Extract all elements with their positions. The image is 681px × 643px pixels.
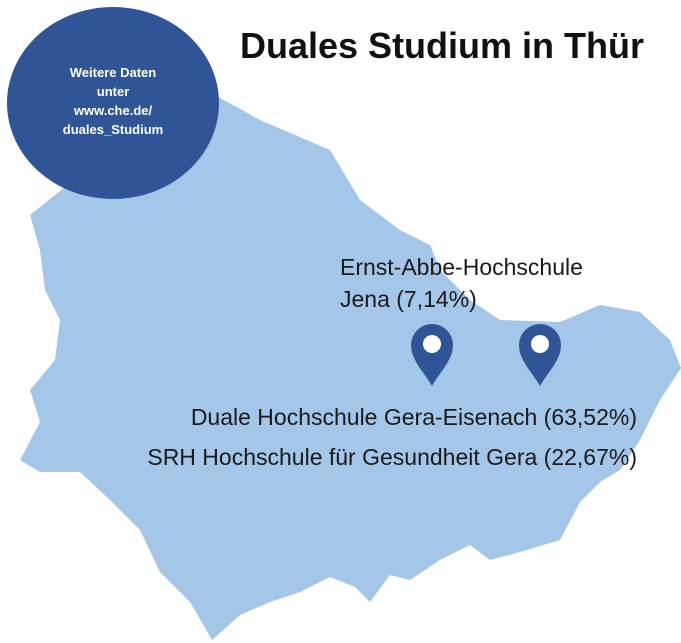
badge-line: duales_Studium xyxy=(63,122,163,137)
info-badge xyxy=(7,7,219,199)
title: Duales Studium in Thür xyxy=(240,25,644,66)
school-label: Duale Hochschule Gera-Eisenach (63,52%) xyxy=(191,404,637,430)
badge-line: unter xyxy=(97,84,130,99)
school-label: Jena (7,14%) xyxy=(340,286,477,312)
region-map xyxy=(20,95,681,640)
school-label: SRH Hochschule für Gesundheit Gera (22,6… xyxy=(147,444,637,470)
badge-line: Weitere Daten xyxy=(70,65,157,80)
school-label: Ernst-Abbe-Hochschule xyxy=(340,254,583,280)
pin xyxy=(411,324,453,386)
pin xyxy=(519,324,561,386)
badge-line: www.che.de/ xyxy=(73,103,153,118)
